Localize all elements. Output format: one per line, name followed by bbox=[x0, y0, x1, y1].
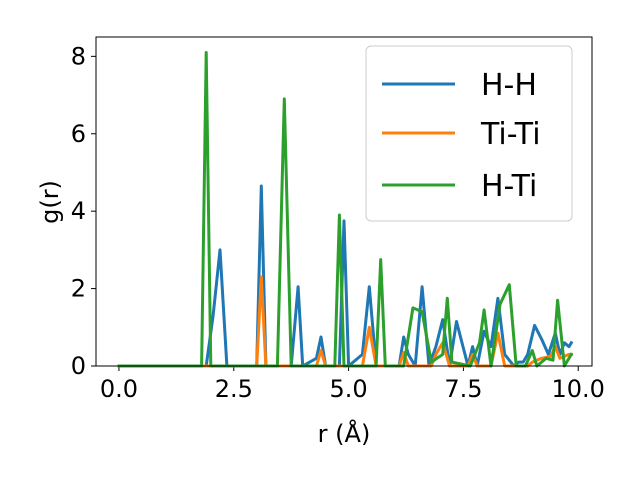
series-line-h-ti bbox=[117, 51, 574, 368]
legend-label-h-h: H-H bbox=[481, 68, 537, 103]
y-axis-label: g(r) bbox=[36, 180, 64, 224]
legend: H-H Ti-Ti H-Ti bbox=[365, 45, 573, 222]
y-tick-label: 0 bbox=[71, 352, 86, 380]
x-axis-label: r (Å) bbox=[318, 419, 371, 448]
x-tick-label: 7.5 bbox=[444, 375, 482, 403]
x-tick-label: 10.0 bbox=[552, 375, 605, 403]
ticks-layer: 0.0 2.5 5.0 7.5 10.0 0 2 4 6 8 bbox=[71, 42, 605, 403]
y-tick-label: 4 bbox=[71, 197, 86, 225]
y-tick-label: 6 bbox=[71, 120, 86, 148]
plot-frame bbox=[95, 36, 593, 367]
legend-label-h-ti: H-Ti bbox=[481, 169, 537, 204]
legend-box bbox=[365, 45, 573, 222]
y-tick-label: 8 bbox=[71, 42, 86, 70]
x-tick-label: 2.5 bbox=[215, 375, 253, 403]
legend-label-ti-ti: Ti-Ti bbox=[480, 117, 541, 152]
x-tick-label: 0.0 bbox=[100, 375, 138, 403]
y-tick-label: 2 bbox=[71, 275, 86, 303]
x-tick-label: 5.0 bbox=[330, 375, 368, 403]
